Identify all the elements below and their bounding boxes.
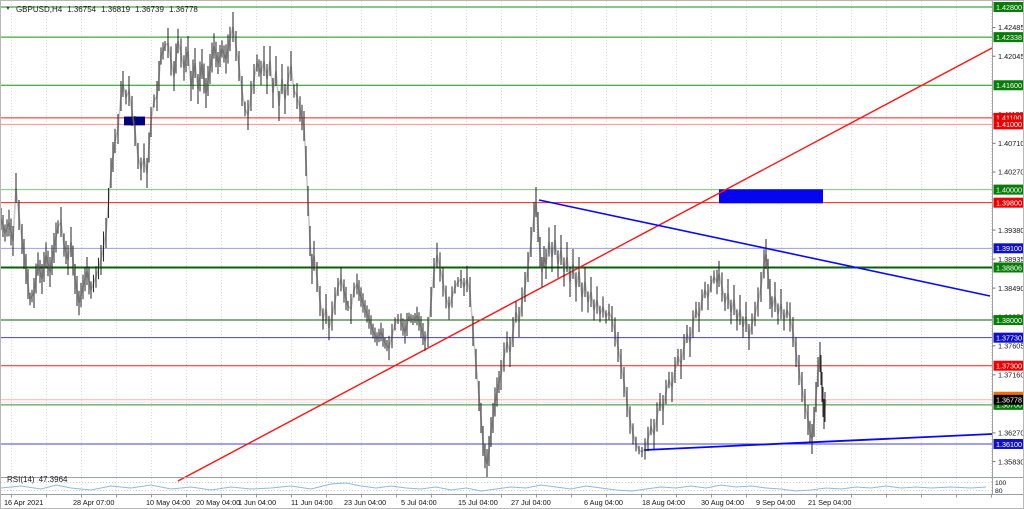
- price-level-badge-label: 1.41000: [996, 120, 1022, 129]
- price-tick-label: 1.40270: [998, 168, 1024, 177]
- price-level-badge-label: 1.40000: [996, 185, 1022, 194]
- price-level-badge: [993, 184, 1023, 195]
- time-label: 1 Jun 04:00: [238, 498, 276, 507]
- ask-price-strip: [993, 391, 1023, 395]
- price-tick-label: 1.42485: [998, 23, 1024, 32]
- low-value: 1.36739: [135, 4, 164, 14]
- price-level-badge-label: 1.39100: [996, 244, 1022, 253]
- price-level-badge: [993, 360, 1023, 371]
- price-level-badge: [993, 262, 1023, 273]
- time-label: 28 Apr 07:00: [73, 498, 114, 507]
- time-label: 10 May 04:00: [146, 498, 190, 507]
- price-level-badge-label: 1.38806: [996, 263, 1022, 272]
- time-label: 5 Jul 04:00: [401, 498, 437, 507]
- price-level-badge-label: 1.37300: [996, 362, 1022, 371]
- time-label: 23 Jun 04:00: [344, 498, 386, 507]
- price-tick-label: 1.37605: [998, 342, 1024, 351]
- price-level-badge-label: 1.37730: [996, 333, 1022, 342]
- time-label: 21 Sep 04:00: [808, 498, 851, 507]
- price-level-badge-label: 1.39800: [996, 198, 1022, 207]
- rsi-line: [1, 482, 987, 492]
- price-level-badge: [993, 80, 1023, 91]
- time-label: 11 Jun 04:00: [291, 498, 333, 507]
- price-level-badge: [993, 243, 1023, 254]
- close-value: 1.36778: [168, 4, 198, 14]
- open-value: 1.36754: [67, 4, 97, 14]
- price-tick-label: 1.38490: [998, 284, 1024, 293]
- time-label: 16 Apr 2021: [4, 498, 43, 507]
- price-level-badge-label: 1.38000: [996, 316, 1022, 325]
- price-tick-label: 1.38935: [998, 255, 1024, 264]
- price-level-badge: [993, 2, 1023, 12]
- descending-blue-trendline[interactable]: [538, 199, 991, 297]
- rsi-scale-label: 80: [995, 488, 1003, 495]
- time-label: 18 Aug 04:00: [642, 498, 685, 507]
- price-level-badge-label: 1.42800: [996, 3, 1022, 12]
- price-level-badge-label: 1.36700: [996, 401, 1022, 410]
- current-price-badge-label: 1.36778: [996, 396, 1022, 405]
- price-level-badge: [993, 438, 1023, 449]
- price-tick-label: 1.40710: [998, 139, 1024, 148]
- time-label: 9 Sep 04:00: [756, 498, 795, 507]
- time-label: 6 Aug 04:00: [584, 498, 623, 507]
- time-label: 15 Jul 04:00: [458, 498, 498, 507]
- ascending-red-trendline[interactable]: [177, 47, 993, 482]
- rsi-value: 47.3964: [38, 475, 68, 484]
- rsi-name: RSI(14): [7, 475, 35, 484]
- price-level-badge: [993, 399, 1023, 410]
- time-label: 30 Aug 04:00: [701, 498, 744, 507]
- price-level-badge: [993, 332, 1023, 343]
- time-label: 27 Jul 04:00: [511, 498, 551, 507]
- time-label: 20 May 04:00: [196, 498, 240, 507]
- price-bar-strokes: [1, 12, 826, 478]
- price-tick-label: 1.37160: [998, 371, 1024, 380]
- price-bars: [1, 12, 827, 478]
- triangle-down-icon[interactable]: ▼: [5, 6, 11, 12]
- price-tick-label: 1.36270: [998, 429, 1024, 438]
- price-level-badge: [993, 119, 1023, 130]
- price-level-badge-label: 1.41600: [996, 81, 1022, 90]
- price-tick-label: 1.42045: [998, 52, 1024, 61]
- price-level-badge-label: 1.41100: [996, 114, 1021, 123]
- price-level-badge: [993, 197, 1023, 208]
- large-blue-supply-zone[interactable]: [719, 189, 823, 204]
- price-polyline-shadow: [1, 26, 827, 465]
- time-axis[interactable]: 16 Apr 2021 28 Apr 07:00 10 May 04:00 20 Ma…: [4, 494, 992, 508]
- symbol-timeframe-label: GBPUSD,H4: [15, 4, 63, 14]
- price-level-badge-label: 1.42338: [996, 33, 1022, 42]
- price-level-badge: [993, 112, 1023, 123]
- rsi-scale-label: 100: [995, 480, 1007, 487]
- price-tick-label: 1.35830: [998, 457, 1024, 466]
- current-price-badge: [993, 394, 1023, 405]
- price-tick-label: 1.39380: [998, 226, 1024, 235]
- price-level-badge: [993, 315, 1023, 326]
- price-level-badge: [993, 32, 1023, 43]
- price-level-badge-label: 1.36100: [996, 440, 1022, 449]
- ascending-blue-trendline[interactable]: [643, 433, 993, 451]
- high-value: 1.36819: [101, 4, 131, 14]
- rsi-indicator-label: RSI(14) 47.3964: [7, 475, 67, 484]
- ohlc-readout: ▼ GBPUSD,H4 1.36754 1.36819 1.36739 1.36…: [5, 3, 198, 15]
